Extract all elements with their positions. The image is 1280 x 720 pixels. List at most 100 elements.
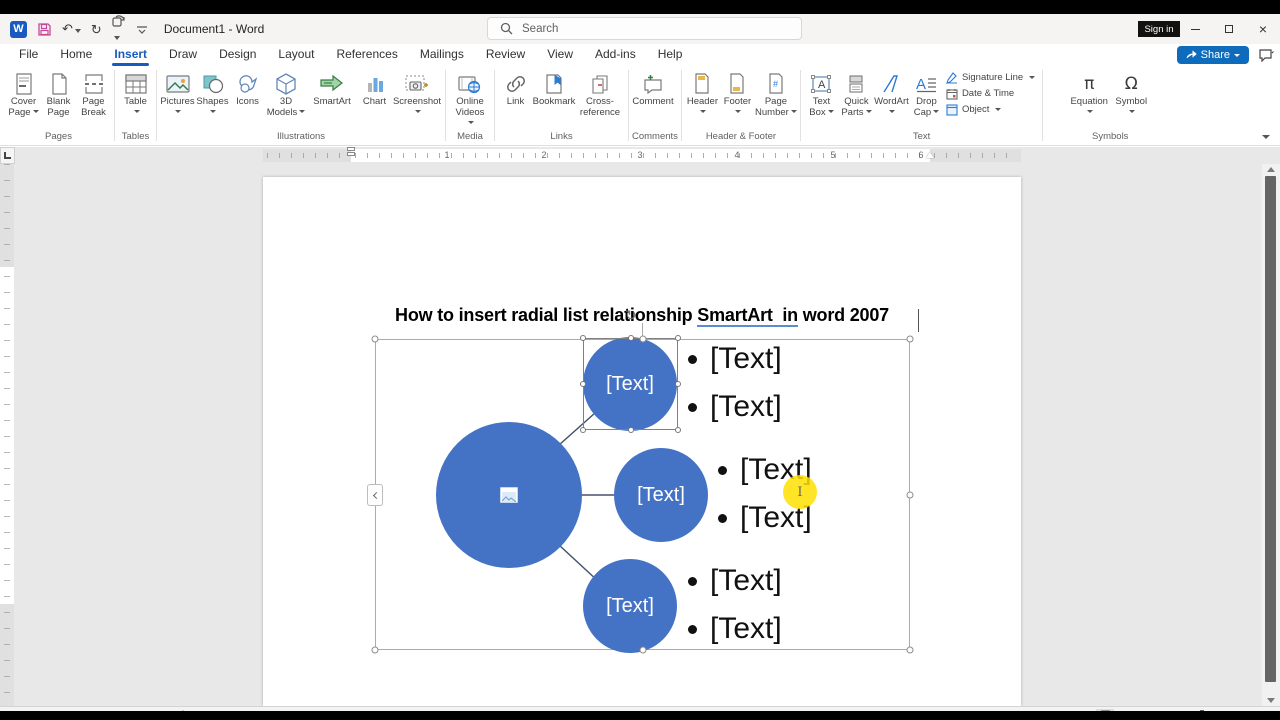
tab-help[interactable]: Help [657, 47, 683, 61]
bookmark-button[interactable]: Bookmark [533, 68, 575, 110]
resize-handle[interactable] [639, 335, 647, 343]
smartart-node-top[interactable]: [Text] [583, 337, 677, 431]
chevron-down-icon [827, 110, 834, 114]
text-box-button[interactable]: A Text Box [804, 68, 839, 120]
undo-icon: ↶ [62, 21, 73, 36]
resize-handle[interactable] [628, 427, 634, 433]
right-indent-marker[interactable] [926, 152, 934, 158]
tab-selector[interactable] [0, 147, 15, 164]
left-indent-marker[interactable] [347, 147, 355, 163]
tab-design[interactable]: Design [219, 47, 257, 61]
resize-handle[interactable] [906, 335, 914, 343]
save-icon[interactable] [37, 22, 52, 37]
equation-button[interactable]: π Equation [1068, 68, 1110, 120]
screenshot-button[interactable]: Screenshot [392, 68, 442, 120]
resize-handle[interactable] [580, 335, 586, 341]
object-button[interactable]: Object [946, 103, 1035, 116]
tab-mailings[interactable]: Mailings [419, 47, 464, 61]
resize-handle[interactable] [675, 381, 681, 387]
object-icon [946, 103, 958, 116]
page-break-button[interactable]: Page Break [76, 68, 111, 120]
resize-handle[interactable] [580, 427, 586, 433]
document-page[interactable]: How to insert radial list relationship S… [263, 177, 1021, 706]
share-button[interactable]: Share [1176, 46, 1249, 64]
ruler-ticks [934, 153, 1018, 158]
footer-button[interactable]: Footer [720, 68, 755, 120]
bullet-item[interactable]: [Text] [688, 391, 782, 423]
ruler-number: 6 [918, 150, 924, 160]
resize-handle[interactable] [675, 335, 681, 341]
quick-parts-button[interactable]: Quick Parts [839, 68, 874, 120]
shapes-button[interactable]: Shapes [195, 68, 230, 120]
scrollbar-thumb[interactable] [1265, 176, 1276, 682]
bullet-item[interactable]: [Text] [688, 613, 782, 645]
shape-selection-box[interactable] [583, 338, 678, 430]
online-videos-button[interactable]: Online Videos [449, 68, 491, 131]
scroll-up-icon[interactable] [1267, 167, 1275, 172]
restore-button[interactable] [1212, 14, 1246, 44]
ribbon-group-text: A Text Box Quick Parts WordArt A Drop Ca… [804, 66, 1039, 145]
bullet-icon [718, 513, 727, 523]
resize-handle[interactable] [371, 335, 379, 343]
rotate-handle-icon[interactable]: ↻ [625, 307, 637, 323]
smartart-center-circle[interactable] [436, 422, 582, 568]
header-button[interactable]: Header [685, 68, 720, 120]
resize-handle[interactable] [371, 646, 379, 654]
signature-line-button[interactable]: Signature Line [946, 71, 1036, 84]
document-heading[interactable]: How to insert radial list relationship S… [263, 305, 1021, 327]
icons-button[interactable]: Icons [230, 68, 265, 110]
symbol-button[interactable]: Ω Symbol [1110, 68, 1152, 120]
resize-handle[interactable] [675, 427, 681, 433]
comments-icon[interactable] [1259, 48, 1274, 62]
chart-button[interactable]: Chart [357, 68, 392, 110]
smartart-node-middle[interactable]: [Text] [614, 448, 708, 542]
undo-button[interactable]: ↶ [62, 20, 81, 38]
tab-home[interactable]: Home [60, 47, 93, 61]
tab-review[interactable]: Review [485, 47, 526, 61]
drop-cap-button[interactable]: A Drop Cap [909, 68, 944, 120]
resize-handle[interactable] [906, 646, 914, 654]
cross-reference-button[interactable]: Cross-reference [575, 68, 625, 120]
vertical-ruler[interactable] [0, 164, 14, 706]
bullet-item[interactable]: [Text] [688, 565, 782, 597]
collapse-ribbon-button[interactable] [1262, 135, 1270, 139]
tab-file[interactable]: File [19, 47, 39, 61]
page-number-button[interactable]: # Page Number [755, 68, 797, 120]
tab-references[interactable]: References [336, 47, 398, 61]
3d-models-button[interactable]: 3D Models [265, 68, 307, 120]
redo-button[interactable]: ↻ [90, 21, 102, 37]
word-logo-icon[interactable]: W [10, 20, 27, 38]
resize-handle[interactable] [639, 646, 647, 654]
resize-handle[interactable] [580, 381, 586, 387]
smartart-node-bottom[interactable]: [Text] [583, 559, 677, 653]
tab-insert[interactable]: Insert [103, 44, 158, 66]
bullet-item[interactable]: [Text] [688, 343, 782, 375]
pictures-button[interactable]: Pictures [160, 68, 195, 120]
customize-tool-button[interactable] [112, 14, 126, 45]
scroll-down-icon[interactable] [1267, 698, 1275, 703]
vertical-scrollbar[interactable] [1262, 164, 1280, 706]
customize-qat-icon[interactable] [136, 24, 148, 34]
comment-button[interactable]: Comment [632, 68, 674, 110]
resize-handle[interactable] [628, 335, 634, 341]
horizontal-ruler[interactable]: 1 2 3 4 5 6 [263, 147, 1021, 163]
blank-page-button[interactable]: Blank Page [41, 68, 76, 120]
tab-view[interactable]: View [547, 47, 573, 61]
wordart-button[interactable]: WordArt [874, 68, 909, 120]
picture-placeholder-icon[interactable] [500, 487, 518, 503]
minimize-button[interactable] [1178, 14, 1212, 44]
quick-parts-label: Quick Parts [841, 96, 869, 118]
resize-handle[interactable] [906, 491, 914, 499]
sign-in-button[interactable]: Sign in [1138, 21, 1180, 37]
tab-addins[interactable]: Add-ins [595, 47, 636, 61]
cover-page-button[interactable]: Cover Page [6, 68, 41, 120]
link-button[interactable]: Link [498, 68, 533, 110]
text-pane-toggle-button[interactable] [367, 484, 383, 506]
search-input[interactable]: Search [487, 17, 802, 40]
smartart-button[interactable]: SmartArt [307, 68, 357, 110]
date-time-button[interactable]: Date & Time [946, 87, 1035, 100]
table-button[interactable]: Table [118, 68, 153, 120]
close-button[interactable]: × [1246, 14, 1280, 44]
tab-layout[interactable]: Layout [278, 47, 315, 61]
tab-draw[interactable]: Draw [169, 47, 198, 61]
